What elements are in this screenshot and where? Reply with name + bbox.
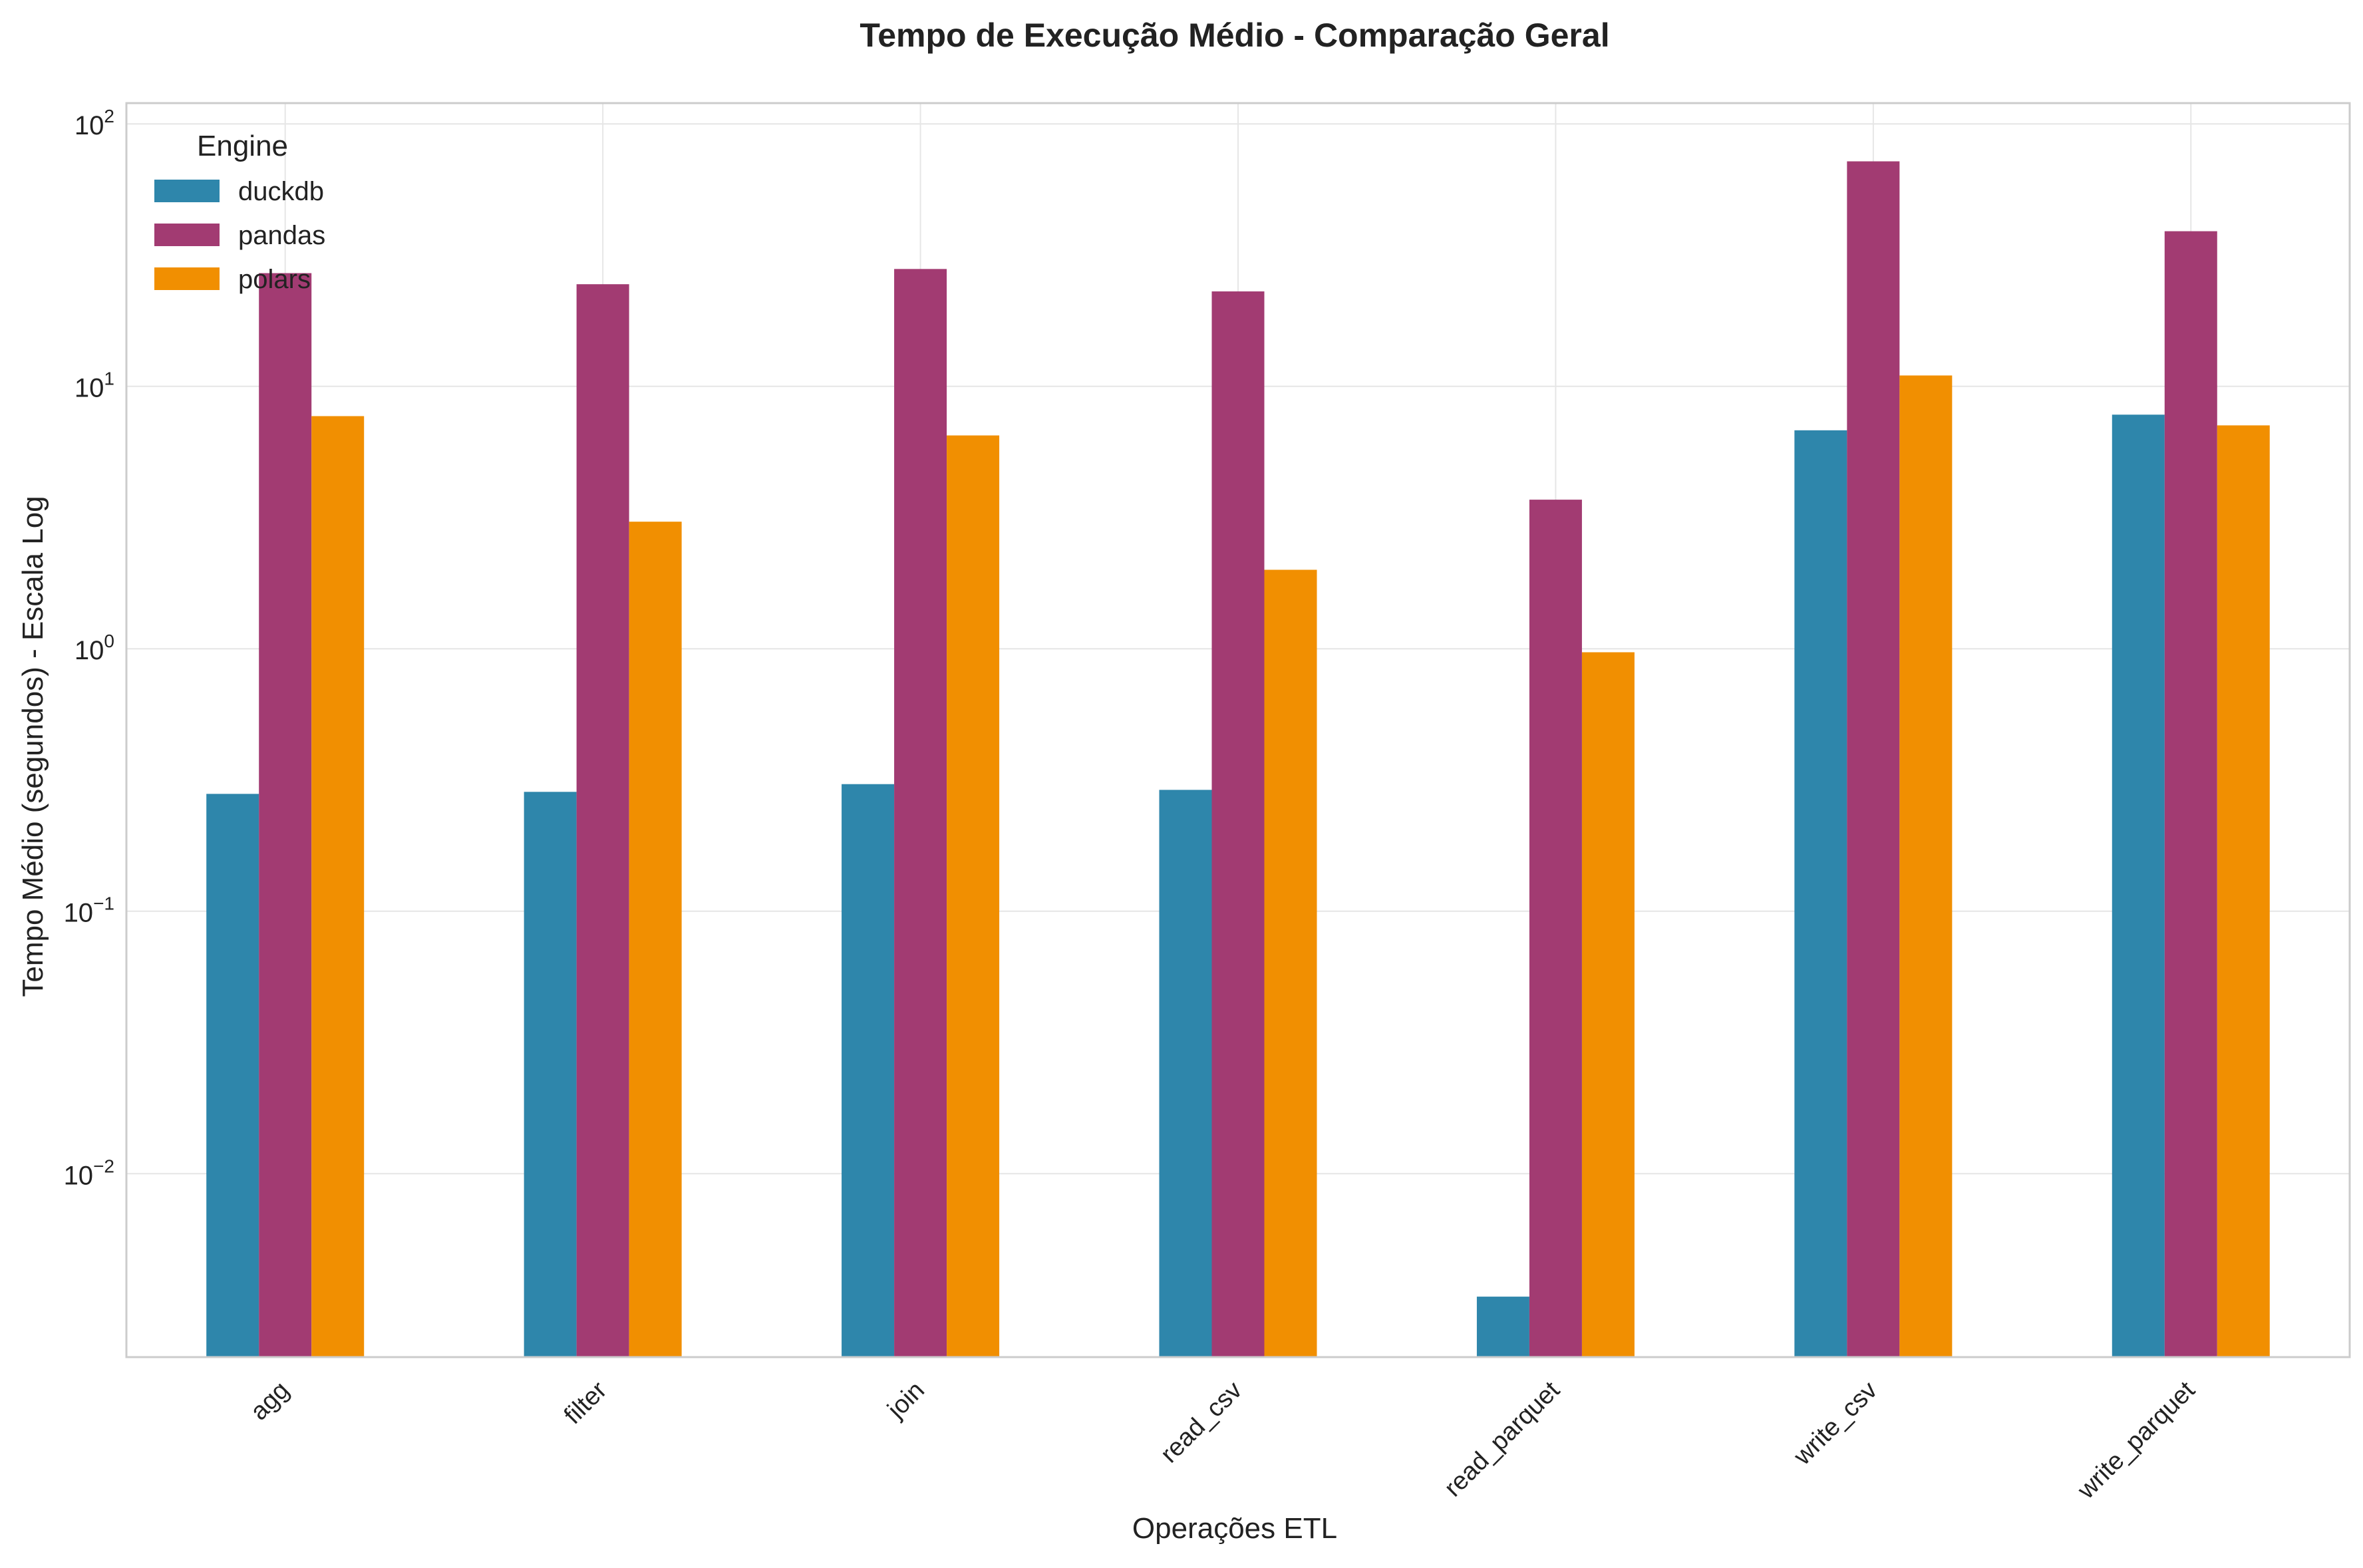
bars [206, 161, 2270, 1358]
y-tick-base: 10 [75, 111, 104, 140]
bar-duckdb-write_parquet [2112, 414, 2165, 1357]
y-tick-exponent: −1 [93, 893, 114, 914]
legend-swatch-pandas [154, 224, 220, 246]
chart-title: Tempo de Execução Médio - Comparação Ger… [860, 17, 1609, 54]
y-tick-label: 10−2 [64, 1156, 114, 1190]
bar-duckdb-filter [524, 792, 577, 1357]
bar-duckdb-read_parquet [1476, 1297, 1529, 1357]
y-tick-exponent: −2 [93, 1156, 114, 1176]
bar-polars-read_csv [1264, 569, 1317, 1358]
bar-polars-agg [311, 416, 365, 1357]
legend: Engine duckdb pandas polars [154, 130, 325, 294]
bar-duckdb-read_csv [1159, 790, 1212, 1357]
y-tick-exponent: 1 [104, 369, 114, 389]
bar-pandas-write_csv [1847, 161, 1900, 1357]
y-tick-exponent: 0 [104, 631, 114, 651]
bar-polars-read_parquet [1581, 652, 1635, 1357]
y-tick-base: 10 [75, 374, 104, 403]
bar-pandas-read_parquet [1529, 500, 1582, 1357]
bar-pandas-filter [576, 284, 629, 1358]
legend-label-polars: polars [238, 265, 311, 294]
bar-duckdb-write_csv [1794, 430, 1847, 1357]
legend-swatch-polars [154, 267, 220, 290]
y-tick-label: 101 [75, 369, 114, 403]
x-axis-label: Operações ETL [1132, 1512, 1337, 1545]
y-tick-exponent: 2 [104, 106, 114, 126]
bar-pandas-read_csv [1211, 291, 1265, 1357]
bar-polars-filter [629, 522, 682, 1357]
y-tick-base: 10 [64, 1161, 94, 1190]
bar-polars-join [947, 435, 1000, 1357]
bar-pandas-write_parquet [2164, 231, 2217, 1358]
bar-pandas-agg [259, 273, 312, 1357]
y-tick-base: 10 [64, 899, 94, 928]
bar-duckdb-agg [206, 794, 259, 1357]
legend-label-pandas: pandas [238, 221, 325, 250]
plot-frame [125, 102, 2351, 1358]
y-tick-label: 10−1 [64, 893, 114, 928]
legend-swatch-duckdb [154, 180, 220, 202]
y-axis-label: Tempo Médio (segundos) - Escala Log [17, 496, 49, 997]
bar-pandas-join [894, 269, 947, 1358]
y-tick-base: 10 [75, 636, 104, 665]
bar-duckdb-join [842, 784, 895, 1357]
y-tick-label: 102 [75, 106, 114, 140]
y-tick-label: 100 [75, 631, 114, 665]
bar-polars-write_csv [1899, 375, 1953, 1357]
legend-title: Engine [197, 130, 288, 162]
legend-label-duckdb: duckdb [238, 177, 324, 206]
bar-polars-write_parquet [2217, 425, 2270, 1357]
